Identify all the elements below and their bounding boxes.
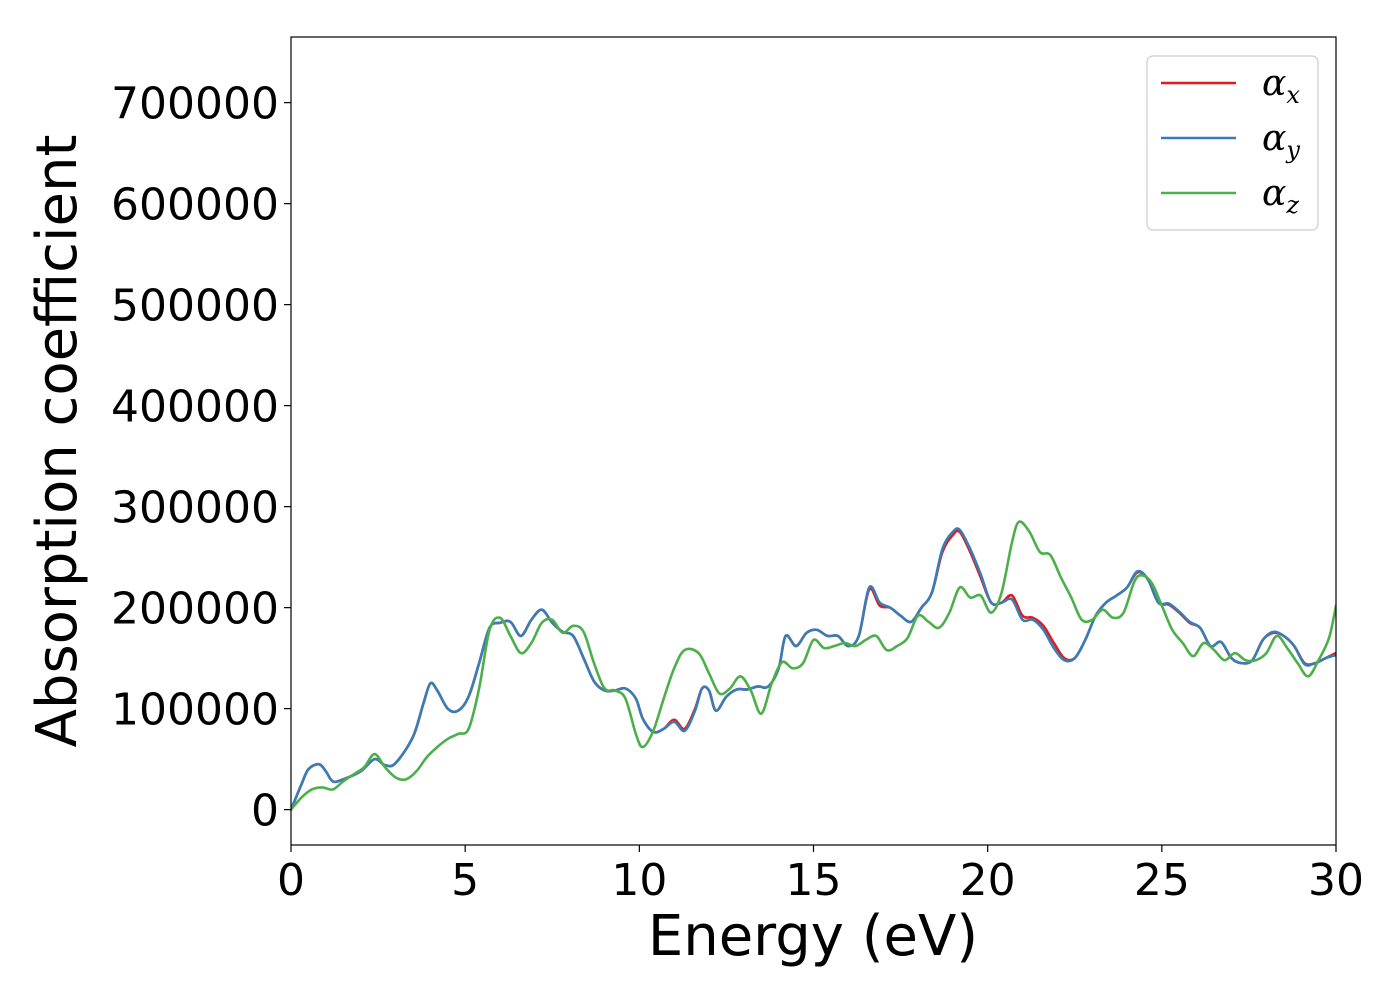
series-line-z	[291, 522, 1336, 810]
y-axis-ticks: 0 100000 200000 300000 400000 500000 600000 700…	[111, 79, 291, 837]
series-line-y	[291, 528, 1336, 809]
y-tick-label: 100000	[111, 685, 279, 736]
y-tick-label: 400000	[111, 382, 279, 433]
series-layer	[291, 522, 1336, 810]
x-tick-label: 15	[786, 855, 842, 906]
y-tick-label: 0	[251, 786, 279, 837]
x-tick-label: 0	[277, 855, 305, 906]
y-tick-label: 600000	[111, 180, 279, 231]
x-tick-label: 10	[611, 855, 667, 906]
x-tick-label: 30	[1308, 855, 1364, 906]
x-tick-label: 5	[451, 855, 479, 906]
y-tick-label: 700000	[111, 79, 279, 130]
y-tick-label: 500000	[111, 281, 279, 332]
x-axis-title: Energy (eV)	[648, 904, 978, 969]
y-tick-label: 200000	[111, 584, 279, 635]
x-axis-ticks: 0 5 10 15 20 25 30	[277, 845, 1364, 906]
x-tick-label: 20	[960, 855, 1016, 906]
x-tick-label: 25	[1134, 855, 1190, 906]
series-line-x	[291, 531, 1336, 810]
y-axis-title: Absorption coefficient	[25, 135, 90, 748]
y-tick-label: 300000	[111, 483, 279, 534]
